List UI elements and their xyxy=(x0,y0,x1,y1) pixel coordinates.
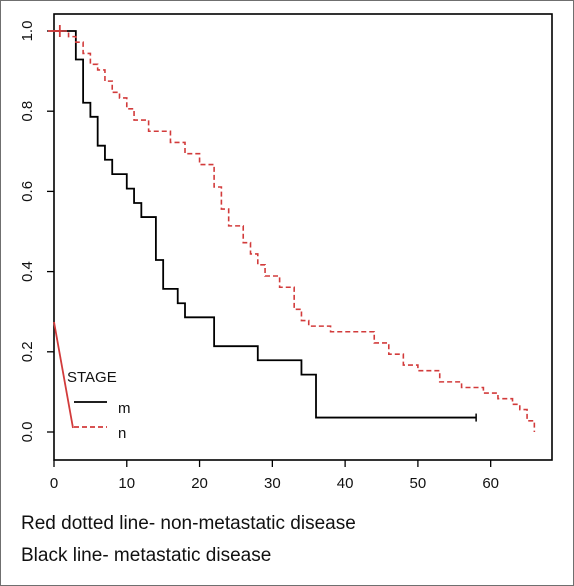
y-tick-label-0-4: 0.4 xyxy=(19,261,36,282)
series-m-curve xyxy=(54,30,477,419)
red-edge-stroke xyxy=(53,321,74,429)
legend-label-m: m xyxy=(118,400,131,417)
series-n-curve xyxy=(54,30,536,432)
x-tick-label-0: 0 xyxy=(50,475,58,492)
y-tick-label-0-2: 0.2 xyxy=(19,341,36,362)
x-tick-label-60: 60 xyxy=(482,475,499,492)
y-tick-label-0-8: 0.8 xyxy=(19,101,36,122)
x-tick-label-50: 50 xyxy=(410,475,427,492)
x-tick-label-40: 40 xyxy=(337,475,354,492)
x-tick-label-20: 20 xyxy=(191,475,208,492)
x-tick-label-10: 10 xyxy=(118,475,135,492)
legend-label-n: n xyxy=(118,425,126,442)
caption-red-line: Red dotted line- non-metastatic disease xyxy=(21,513,356,534)
legend-title: STAGE xyxy=(67,369,117,386)
caption-black-line: Black line- metastatic disease xyxy=(21,545,272,566)
y-tick-label-0: 0.0 xyxy=(19,422,36,443)
plot-box xyxy=(53,13,553,461)
y-tick-label-0-6: 0.6 xyxy=(19,181,36,202)
x-tick-label-30: 30 xyxy=(264,475,281,492)
y-tick-label-1: 1.0 xyxy=(19,21,36,42)
